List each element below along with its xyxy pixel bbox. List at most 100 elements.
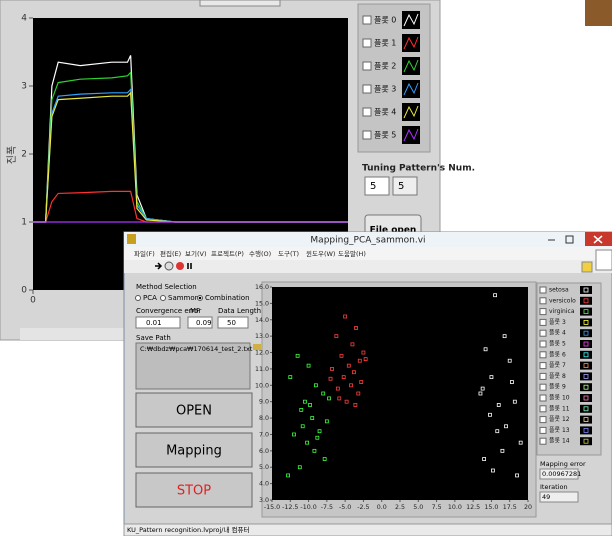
help-icon[interactable] <box>582 262 592 272</box>
y-tick-label: 11.0 <box>255 366 269 373</box>
legend-swatch <box>402 103 420 121</box>
pause-icon[interactable] <box>190 263 192 269</box>
legend-checkbox[interactable] <box>540 363 546 369</box>
legend-checkbox[interactable] <box>540 373 546 379</box>
legend-checkbox[interactable] <box>363 131 371 139</box>
field-label: Save Path <box>136 334 171 342</box>
radio-dot <box>199 297 202 300</box>
legend-label: setosa <box>549 287 569 294</box>
desktop-icon[interactable] <box>585 0 612 26</box>
y-tick-label: 15.0 <box>255 300 269 307</box>
legend-label: 플롯 2 <box>374 62 396 71</box>
indicator-value: 49 <box>542 493 550 501</box>
legend-checkbox[interactable] <box>363 108 371 116</box>
x-tick-label: 0 <box>30 296 36 306</box>
y-tick-label: 10.0 <box>255 382 269 389</box>
numeric-value: 0.09 <box>196 319 212 327</box>
legend-checkbox[interactable] <box>540 384 546 390</box>
field-label: Mapping error <box>540 460 586 468</box>
x-tick-label: -2.5 <box>357 504 369 511</box>
legend-checkbox[interactable] <box>540 309 546 315</box>
legend-checkbox[interactable] <box>540 298 546 304</box>
legend-label: 플롯 5 <box>374 131 396 140</box>
y-tick-label: 9.0 <box>259 399 269 406</box>
legend-checkbox[interactable] <box>540 395 546 401</box>
legend-checkbox[interactable] <box>540 352 546 358</box>
legend-label: 플롯 5 <box>549 341 566 348</box>
window-title: Mapping_PCA_sammon.vi <box>310 236 425 246</box>
legend-label: 플롯 12 <box>549 416 570 423</box>
method-label: Method Selection <box>136 283 197 291</box>
tuning-value: 5 <box>398 181 404 192</box>
screen: 진폭 Tuning Pattern's Num. 5 5 File open 0… <box>0 0 612 536</box>
legend-label: 플롯 8 <box>549 373 566 380</box>
legend-checkbox[interactable] <box>540 330 546 336</box>
legend-label: 플롯 4 <box>374 108 396 117</box>
y-tick-label: 5.0 <box>259 464 269 471</box>
y-tick-label: 14.0 <box>255 317 269 324</box>
y-tick-label: 2 <box>21 150 27 160</box>
menu-item[interactable]: 프로젝트(P) <box>211 249 244 258</box>
numeric-value: 50 <box>227 319 236 327</box>
radio-button[interactable] <box>136 296 141 301</box>
y-tick-label: 7.0 <box>259 431 269 438</box>
legend-swatch <box>580 405 592 413</box>
run-continuous-icon[interactable] <box>165 262 173 270</box>
radio-button[interactable] <box>161 296 166 301</box>
abort-icon[interactable] <box>176 262 184 270</box>
y-tick-label: 3 <box>21 82 27 92</box>
app-icon <box>127 234 136 244</box>
field-label: Data Length <box>218 307 261 315</box>
menu-item[interactable]: 수행(O) <box>249 249 271 258</box>
x-tick-label: 20 <box>524 504 532 511</box>
legend-checkbox[interactable] <box>363 62 371 70</box>
legend-checkbox[interactable] <box>363 16 371 24</box>
legend-swatch <box>402 34 420 52</box>
button-label: OPEN <box>176 404 212 419</box>
y-tick-label: 8.0 <box>259 415 269 422</box>
menu-item[interactable]: 도구(T) <box>278 250 299 258</box>
page: 진폭 Tuning Pattern's Num. 5 5 File open 0… <box>0 0 612 536</box>
legend-label: 플롯 3 <box>549 319 566 326</box>
legend-swatch <box>580 308 592 316</box>
menu-item[interactable]: 윈도우(W) <box>306 249 335 258</box>
x-tick-label: 7.5 <box>432 504 442 511</box>
radio-label: Combination <box>205 294 250 302</box>
legend-checkbox[interactable] <box>363 85 371 93</box>
legend-swatch <box>580 329 592 337</box>
y-tick-label: 13.0 <box>255 333 269 340</box>
indicator-value: 0.00967281 <box>542 470 581 478</box>
legend-swatch <box>402 57 420 75</box>
legend-checkbox[interactable] <box>540 319 546 325</box>
pause-icon[interactable] <box>187 263 189 269</box>
legend-label: 플롯 4 <box>549 330 566 337</box>
menu-item[interactable]: 파일(F) <box>134 249 155 258</box>
vi-icon <box>596 250 612 270</box>
y-tick-label: 16.0 <box>255 284 269 291</box>
legend-checkbox[interactable] <box>540 438 546 444</box>
menu-item[interactable]: 편집(E) <box>160 249 181 258</box>
legend-label: 플롯 14 <box>549 438 570 445</box>
x-tick-label: 5.0 <box>413 504 423 511</box>
legend-label: 플롯 3 <box>374 85 396 94</box>
legend-checkbox[interactable] <box>540 406 546 412</box>
numeric-value: 0.01 <box>146 319 162 327</box>
legend-checkbox[interactable] <box>540 427 546 433</box>
legend-checkbox[interactable] <box>363 39 371 47</box>
plot-area <box>272 287 528 500</box>
legend-swatch <box>580 351 592 359</box>
legend-checkbox[interactable] <box>540 417 546 423</box>
field-label: Iteration <box>540 483 568 491</box>
legend-checkbox[interactable] <box>540 287 546 293</box>
button-label: STOP <box>177 484 211 499</box>
legend-label: 플롯 11 <box>549 405 570 412</box>
legend-swatch <box>580 318 592 326</box>
x-tick-label: 10.0 <box>448 504 462 511</box>
tuning-value: 5 <box>370 181 376 192</box>
tuning-box[interactable] <box>365 177 389 195</box>
legend-checkbox[interactable] <box>540 341 546 347</box>
menu-item[interactable]: 도움말(H) <box>338 250 366 258</box>
legend-swatch <box>580 383 592 391</box>
legend-swatch <box>580 340 592 348</box>
menu-item[interactable]: 보기(V) <box>185 249 206 258</box>
